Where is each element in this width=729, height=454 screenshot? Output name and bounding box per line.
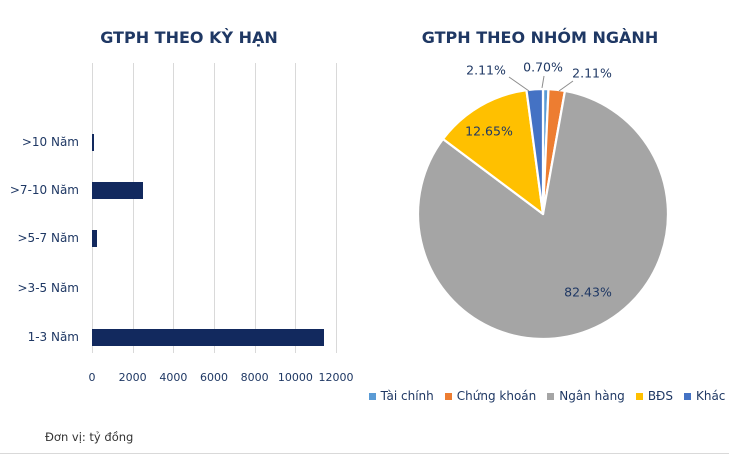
gridline (132, 63, 134, 353)
legend-swatch-ngan-hang (547, 392, 555, 400)
x-tick-label: 8000 (240, 371, 269, 384)
label-leader-line (558, 80, 574, 92)
legend-item-tai-chinh: Tài chính (368, 389, 434, 403)
legend-swatch-chung-khoan (444, 392, 452, 400)
legend-swatch-khac (683, 392, 691, 400)
legend-swatch-tai-chinh (368, 392, 376, 400)
legend-label: Tài chính (380, 389, 434, 403)
label-leader-line (508, 76, 530, 92)
pie-slice-bds (441, 88, 545, 216)
pie-data-label-chung-khoan: 2.11% (572, 65, 612, 81)
legend-label: Khác (695, 389, 726, 403)
unit-note: Đơn vị: tỷ đồng (45, 430, 134, 444)
bar-chart-title: GTPH THEO KỲ HẠN (100, 28, 278, 47)
label-leader-line (541, 75, 545, 89)
bar-7-10-nam (92, 181, 143, 199)
x-tick-label: 6000 (200, 371, 228, 384)
legend-item-ngan-hang: Ngân hàng (547, 389, 625, 403)
gridline (173, 63, 175, 353)
legend-label: Ngân hàng (559, 389, 625, 403)
x-tick-label: 0 (88, 371, 96, 384)
legend-label: BĐS (647, 389, 673, 403)
legend-swatch-bds (635, 392, 643, 400)
gridline (295, 63, 297, 353)
category-label-5-7-nam: >5-7 Năm (17, 231, 80, 245)
category-label-10-nam: >10 Năm (21, 135, 79, 149)
x-tick-label: 2000 (118, 371, 147, 384)
category-label-7-10-nam: >7-10 Năm (9, 183, 79, 197)
category-label-1-3-nam: 1-3 Năm (27, 330, 79, 344)
pie-slice-khac (525, 87, 545, 216)
bar-10-nam (92, 133, 94, 151)
bar-1-3-nam (92, 328, 324, 346)
category-label-3-5-nam: >3-5 Năm (17, 281, 80, 295)
x-tick-label: 10000 (277, 371, 313, 384)
legend-label: Chứng khoán (456, 389, 537, 403)
pie-data-label-khac: 2.11% (466, 62, 506, 78)
pie-chart-title: GTPH THEO NHÓM NGÀNH (421, 28, 659, 47)
legend-item-khac: Khác (683, 389, 726, 403)
gridline (336, 63, 337, 353)
bar-5-7-nam (92, 229, 98, 247)
pie-data-label-ngan-hang: 82.43% (564, 284, 612, 300)
legend-item-bds: BĐS (635, 389, 673, 403)
x-tick-label: 12000 (318, 371, 354, 384)
pie-legend: Tài chính Chứng khoán Ngân hàng BĐS Khác (365, 389, 729, 403)
gridline (214, 63, 215, 353)
pie-data-label-tai-chinh: 0.70% (523, 59, 563, 75)
bar-plot-area (92, 63, 337, 353)
x-tick-label: 4000 (159, 371, 188, 384)
legend-item-chung-khoan: Chứng khoán (444, 389, 537, 403)
gridline (254, 63, 256, 353)
pie-data-label-bds: 12.65% (465, 123, 513, 139)
gridline (92, 63, 93, 353)
